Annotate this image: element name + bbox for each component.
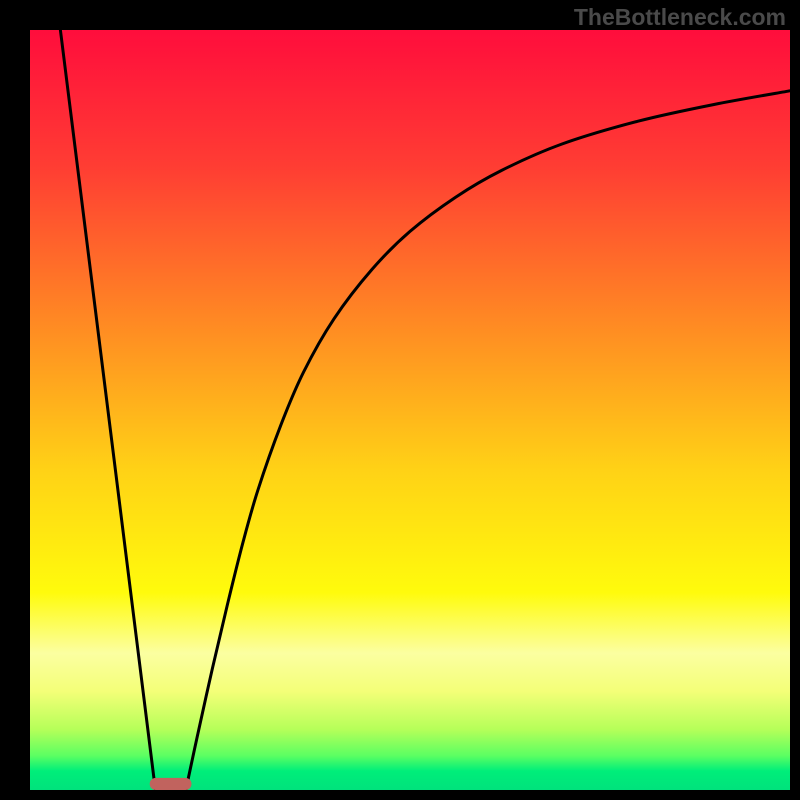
minimum-marker <box>150 778 192 790</box>
gradient-background <box>30 30 790 790</box>
chart-container: TheBottleneck.com <box>0 0 800 800</box>
chart-svg <box>0 0 800 800</box>
watermark-text: TheBottleneck.com <box>574 4 786 31</box>
